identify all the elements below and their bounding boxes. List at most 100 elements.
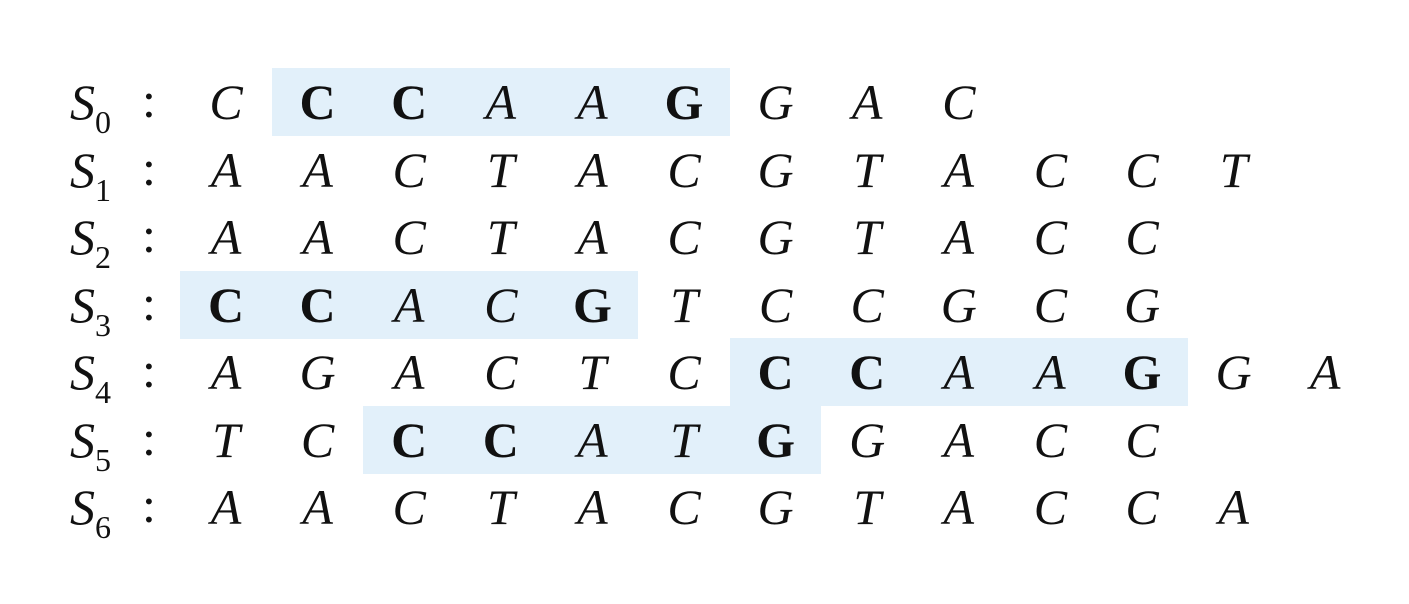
nucleotide: A (577, 209, 608, 265)
nucleotide: G (849, 411, 886, 468)
nucleotide: G (940, 276, 977, 333)
nucleotide: A (943, 479, 975, 535)
nucleotide: A (943, 209, 975, 265)
sequence-label: S3: (70, 271, 160, 343)
nucleotide: A (302, 209, 333, 265)
sequence-label-colon: : (142, 72, 156, 128)
nucleotide: C (392, 141, 426, 198)
sequence-label-name: S (70, 209, 95, 265)
nucleotide: C (667, 344, 701, 400)
nucleotide: G (1215, 344, 1252, 400)
sequence-label-index: 4 (95, 374, 111, 410)
nucleotide: C (391, 74, 428, 130)
motif-highlight (180, 270, 639, 339)
nucleotide: C (1033, 141, 1068, 198)
nucleotide: C (1125, 209, 1159, 265)
nucleotide: C (667, 479, 701, 535)
nucleotide: A (851, 74, 883, 130)
nucleotide: C (482, 411, 519, 468)
sequence-label-name: S (70, 411, 95, 468)
nucleotide: G (1122, 344, 1162, 400)
sequence-label-index: 2 (95, 239, 111, 275)
nucleotide: A (302, 141, 333, 198)
nucleotide: A (210, 344, 242, 400)
sequence-label: S6: (70, 473, 160, 545)
sequence-label-colon: : (142, 342, 156, 398)
nucleotide: A (393, 344, 425, 400)
nucleotide: C (667, 141, 701, 198)
nucleotide: G (664, 74, 704, 130)
nucleotide: A (210, 209, 242, 265)
nucleotide: G (757, 209, 794, 265)
nucleotide: G (572, 276, 612, 333)
nucleotide: A (943, 411, 975, 468)
nucleotide: C (942, 74, 976, 130)
sequence-label: S2: (70, 203, 160, 275)
nucleotide: C (667, 209, 701, 265)
nucleotide: C (392, 479, 426, 535)
nucleotide: T (486, 141, 515, 198)
sequence-label: S4: (70, 338, 160, 410)
nucleotide: C (849, 344, 886, 400)
nucleotide: A (210, 141, 242, 198)
nucleotide: T (486, 209, 515, 265)
nucleotide: A (577, 411, 608, 468)
sequence-label-colon: : (142, 139, 156, 196)
sequence-label-colon: : (142, 274, 156, 331)
sequence-label-index: 5 (95, 441, 111, 478)
sequence-label-index: 3 (95, 306, 111, 343)
nucleotide: T (853, 479, 882, 535)
nucleotide: T (853, 209, 882, 265)
nucleotide: C (1033, 209, 1068, 265)
nucleotide: G (1123, 276, 1161, 333)
nucleotide: G (757, 74, 794, 130)
nucleotide: C (484, 276, 518, 333)
nucleotide: G (757, 141, 794, 198)
nucleotide: A (577, 479, 608, 535)
nucleotide: A (1218, 479, 1249, 535)
sequence-label-name: S (70, 344, 95, 400)
nucleotide: G (757, 479, 794, 535)
nucleotide: C (1033, 479, 1068, 535)
nucleotide: A (1035, 344, 1066, 400)
nucleotide: A (485, 74, 517, 130)
nucleotide: G (299, 344, 336, 400)
sequence-label-colon: : (142, 409, 156, 466)
nucleotide: C (1033, 276, 1068, 333)
nucleotide: T (578, 344, 607, 400)
nucleotide: T (853, 141, 882, 198)
nucleotide: A (577, 74, 608, 130)
sequence-label-name: S (70, 479, 95, 535)
sequence-label-name: S (70, 74, 95, 130)
nucleotide: C (850, 276, 884, 333)
nucleotide: A (577, 141, 608, 198)
nucleotide: C (1125, 411, 1159, 468)
nucleotide: A (1309, 344, 1341, 400)
nucleotide: C (209, 74, 243, 130)
sequence-label-colon: : (142, 477, 156, 533)
sequence-label: S0: (70, 68, 160, 140)
nucleotide: A (210, 479, 242, 535)
nucleotide: T (670, 276, 698, 333)
nucleotide: T (212, 411, 240, 468)
sequence-label: S5: (70, 406, 160, 478)
nucleotide: A (393, 276, 425, 333)
sequence-label: S1: (70, 136, 160, 208)
nucleotide: C (299, 74, 336, 130)
sequence-label-name: S (70, 141, 95, 198)
nucleotide: T (486, 479, 515, 535)
motif-highlight (729, 338, 1188, 406)
nucleotide: C (757, 344, 794, 400)
nucleotide: T (1219, 141, 1248, 198)
nucleotide: C (300, 411, 335, 468)
motif-highlight (271, 68, 730, 136)
nucleotide: C (299, 276, 336, 333)
nucleotide: C (391, 411, 428, 468)
nucleotide: C (758, 276, 793, 333)
sequence-label-colon: : (142, 207, 156, 263)
motif-highlight (363, 405, 822, 474)
sequence-label-index: 6 (95, 509, 111, 545)
sequence-label-name: S (70, 276, 95, 333)
nucleotide: A (943, 141, 975, 198)
